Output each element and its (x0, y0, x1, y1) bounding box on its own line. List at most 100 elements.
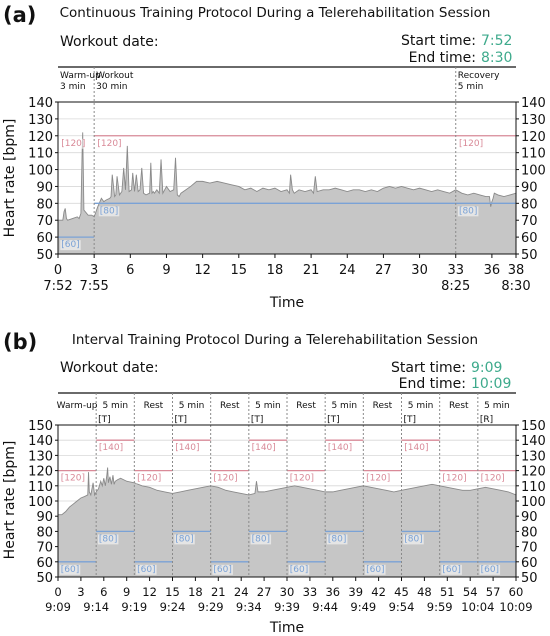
panel-b-phase-name: Rest (449, 401, 469, 411)
panel-a-clock-label: 7:55 (80, 279, 109, 294)
panel-b-target-annotation: [120] (366, 474, 390, 484)
panel-b-ytick-label-right: 100 (521, 495, 546, 510)
panel-a-ytick-label-right: 50 (521, 248, 538, 263)
panel-b-clock-label: 9:09 (45, 600, 71, 614)
panel-a-target-annotation: [80] (100, 206, 118, 216)
panel-b-clock-label: 9:34 (236, 600, 262, 614)
panel-b-annotation-bg (136, 473, 163, 484)
panel-b-target-annotation: [140] (99, 443, 123, 453)
panel-b-ytick-label-right: 60 (521, 556, 538, 571)
panel-a-title: Continuous Training Protocol During a Te… (60, 5, 491, 21)
panel-b-annotation-bg (365, 564, 386, 575)
panel-b-target-annotation: [80] (404, 534, 422, 544)
panel-b-target-annotation: [140] (328, 443, 352, 453)
panel-a-annotation-bg (60, 138, 87, 149)
panel-a-annotation-bg (96, 138, 123, 149)
panel-a-target-annotation: [120] (61, 139, 85, 149)
panel-b-clock-label: 9:44 (312, 600, 338, 614)
panel-b-phase-name: Rest (296, 401, 316, 411)
panel-a-ytick-label-left: 90 (36, 180, 53, 195)
panel-a-clock-label: 8:30 (501, 279, 530, 294)
panel-b-phase-name: 5 min (408, 401, 434, 411)
panel-b-target-annotation: [120] (290, 474, 314, 484)
panel-b-ytick-label-left: 140 (28, 434, 53, 449)
panel-b-annotation-bg (212, 564, 233, 575)
panel-b-xtick-label: 30 (280, 585, 295, 599)
panel-a-phase-name: Workout (96, 71, 134, 81)
panel-b-xtick-label: 0 (54, 585, 61, 599)
panel-b-xlabel: Time (269, 620, 304, 636)
panel-b-phase-tag: [T] (175, 415, 188, 425)
panel-b-target-annotation: [140] (252, 443, 276, 453)
panel-b-xtick-label: 27 (257, 585, 272, 599)
panel-a-clock-label: 7:52 (43, 279, 72, 294)
panel-b-annotation-bg (97, 443, 125, 454)
panel-b-target-annotation: [120] (481, 474, 505, 484)
panel-b-annotation-bg (59, 564, 81, 575)
panel-b-annotation-bg (250, 443, 277, 454)
panel-b-target-annotation: [80] (328, 534, 346, 544)
panel-b-annotation-bg (174, 443, 201, 454)
panel-a-xtick-label: 3 (90, 263, 98, 278)
panel-b-phase-name: Rest (220, 401, 240, 411)
panel-b-xtick-label: 3 (77, 585, 84, 599)
panel-b-phase-tag: [T] (251, 415, 264, 425)
panel-b-xtick-label: 12 (142, 585, 157, 599)
panel-a-ytick-label-right: 80 (521, 197, 538, 212)
panel-a-ytick-label-left: 100 (28, 164, 53, 179)
panel-a-xtick-label: 12 (194, 263, 211, 278)
panel-b-ytick-label-right: 70 (521, 541, 538, 556)
panel-b-target-annotation: [60] (442, 565, 460, 575)
panel-b-xtick-label: 57 (486, 585, 501, 599)
panel-b-xtick-label: 54 (463, 585, 478, 599)
panel-b-xtick-label: 24 (234, 585, 249, 599)
panel-b-clock-label: 10:09 (499, 600, 532, 614)
panel-a-xtick-label: 38 (508, 263, 525, 278)
panel-a-plot-frame (57, 101, 517, 255)
panel-a-xtick-label: 30 (411, 263, 428, 278)
panel-a-target-annotation: [80] (459, 206, 477, 216)
panel-a-heart-rate-area (58, 132, 516, 254)
panel-a-ytick-label-left: 120 (28, 130, 53, 145)
panel-a-xtick-label: 21 (303, 263, 320, 278)
panel-b-annotation-bg (136, 564, 157, 575)
panel-a-ytick-label-right: 90 (521, 180, 538, 195)
panel-b-annotation-bg (288, 473, 315, 484)
panel-a-phase-name: Recovery (458, 71, 500, 81)
panel-a-xlabel: Time (269, 295, 304, 311)
panel-b-annotation-bg (479, 473, 506, 484)
panel-b-annotation-bg (212, 473, 239, 484)
panel-b-xtick-label: 42 (371, 585, 386, 599)
panel-b-end-label: End time: (399, 376, 466, 392)
panel-b-annotation-bg (403, 534, 424, 545)
panel-b-target-annotation: [80] (252, 534, 270, 544)
panel-b-ytick-label-right: 120 (521, 465, 546, 480)
panel-b-clock-label: 9:54 (389, 600, 415, 614)
panel-b-target-annotation: [80] (99, 534, 117, 544)
panel-a-ytick-label-right: 100 (521, 164, 546, 179)
panel-b-ytick-label-left: 120 (28, 465, 53, 480)
panel-b-phase-name: 5 min (179, 401, 205, 411)
panel-b-ytick-label-left: 60 (36, 556, 53, 571)
panel-b-target-annotation: [120] (442, 474, 466, 484)
panel-b-clock-label: 9:59 (427, 600, 453, 614)
panel-b-target-annotation: [120] (137, 474, 161, 484)
panel-b-target-annotation: [80] (175, 534, 193, 544)
panel-b-ytick-label-right: 140 (521, 434, 546, 449)
panel-a-xtick-label: 33 (447, 263, 464, 278)
panel-b-ytick-label-left: 130 (28, 449, 53, 464)
panel-b-phase-tag: [T] (98, 415, 111, 425)
panel-b-annotation-bg (403, 443, 430, 454)
panel-a-annotation-bg (60, 240, 81, 251)
panel-b-annotation-bg (441, 564, 462, 575)
panel-a-phase-duration: 5 min (458, 82, 484, 92)
panel-b-ytick-label-left: 80 (36, 525, 53, 540)
panel-a-ytick-label-left: 140 (28, 96, 53, 111)
panel-b-ytick-label-left: 50 (36, 571, 53, 586)
panel-b-xtick-label: 60 (509, 585, 524, 599)
panel-b-xtick-label: 18 (188, 585, 203, 599)
panel-b-annotation-bg (479, 564, 501, 575)
panel-b-workout-date-label: Workout date: (60, 360, 159, 376)
